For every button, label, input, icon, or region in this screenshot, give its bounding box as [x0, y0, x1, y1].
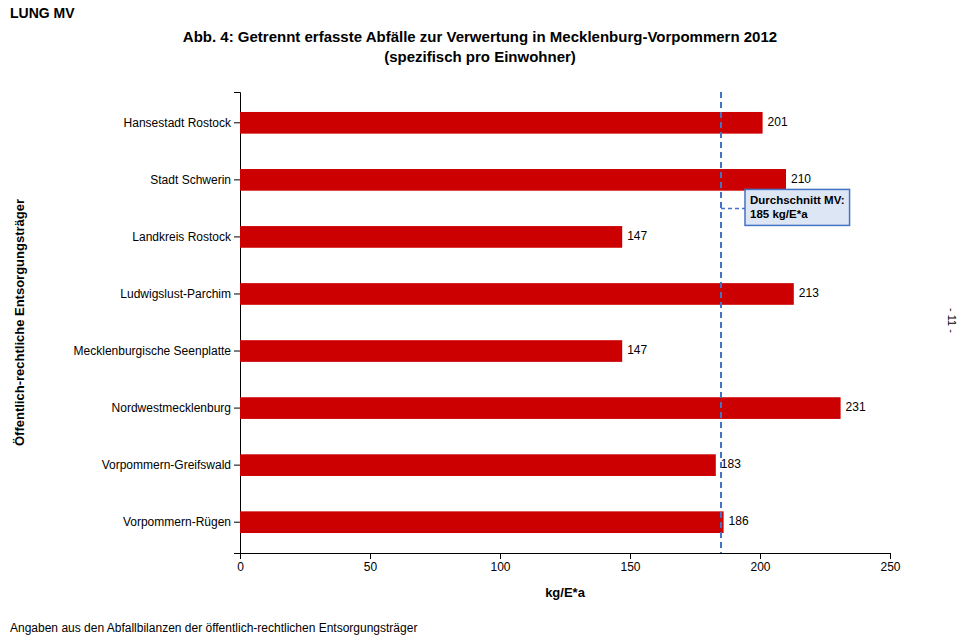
tick-mark — [630, 553, 631, 559]
bar — [240, 397, 841, 419]
tick: 200 — [750, 553, 770, 574]
data-label: 210 — [791, 172, 811, 186]
y-axis: Hansestadt Rostock Stadt Schwerin Landkrei… — [74, 93, 241, 554]
tick: Vorpommern-Rügen — [123, 515, 240, 529]
tick-label: Landkreis Rostock — [132, 230, 232, 244]
tick-mark — [234, 293, 240, 294]
reference-connector — [721, 208, 745, 210]
data-labels: 201 210 147 213 147 231 183 186 — [627, 115, 866, 528]
x-axis: 0 50 100 150 200 250 — [237, 553, 901, 574]
tick: 50 — [364, 553, 378, 574]
reference-label-line: Durchschnitt MV: — [750, 194, 845, 206]
marks — [240, 92, 841, 553]
tick-label: Ludwigslust-Parchim — [120, 287, 231, 301]
tick: 100 — [490, 553, 510, 574]
tick: Landkreis Rostock — [132, 230, 240, 244]
tick-mark — [370, 553, 371, 559]
data-label: 231 — [846, 400, 866, 414]
tick: 150 — [620, 553, 640, 574]
footer: Angaben aus den Abfallbilanzen der öffen… — [10, 621, 417, 635]
chart: LUNG MV Abb. 4: Getrennt erfasste Abfälle… — [0, 0, 960, 641]
tick-mark — [234, 408, 240, 409]
tick-label: Nordwestmecklenburg — [112, 401, 231, 415]
tick: Ludwigslust-Parchim — [120, 287, 240, 301]
tick-mark — [234, 465, 240, 466]
tick: 0 — [237, 553, 244, 574]
tick: Vorpommern-Greifswald — [102, 458, 240, 472]
bar — [240, 169, 786, 191]
tick-mark — [234, 179, 240, 180]
data-label: 186 — [729, 514, 749, 528]
reference-annotation: Durchschnitt MV: 185 kg/E*a — [721, 189, 850, 225]
tick-label: 200 — [750, 560, 770, 574]
tick-mark — [500, 553, 501, 559]
reference-label-line: 185 kg/E*a — [750, 208, 808, 220]
tick: Hansestadt Rostock — [124, 116, 240, 130]
top-label: LUNG MV — [10, 5, 75, 21]
x-axis-title: kg/E*a — [545, 585, 586, 600]
tick: 250 — [880, 553, 900, 574]
data-label: 201 — [768, 115, 788, 129]
bar — [240, 340, 622, 362]
reference-box — [745, 189, 850, 225]
tick-label: Stadt Schwerin — [150, 173, 231, 187]
bar — [240, 112, 763, 134]
y-axis-title: Öffentlich-rechtliche Entsorgungsträger — [12, 199, 27, 446]
axis-line — [234, 93, 241, 554]
tick-label: Vorpommern-Rügen — [123, 515, 231, 529]
tick-mark — [890, 553, 891, 559]
tick: Mecklenburgische Seenplatte — [74, 344, 240, 358]
tick-label: Mecklenburgische Seenplatte — [74, 344, 232, 358]
axis-line — [241, 554, 891, 560]
tick-label: 50 — [364, 560, 378, 574]
reference-line — [720, 92, 722, 553]
tick-label: 0 — [237, 560, 244, 574]
tick-mark — [234, 122, 240, 123]
tick-mark — [234, 351, 240, 352]
bar — [240, 226, 622, 248]
data-label: 147 — [627, 229, 647, 243]
tick-mark — [760, 553, 761, 559]
title: Abb. 4: Getrennt erfasste Abfälle zur Ve… — [183, 28, 777, 45]
tick-label: 100 — [490, 560, 510, 574]
tick: Stadt Schwerin — [150, 173, 240, 187]
plot: 0 50 100 150 200 250 Hansestadt Rostock Stadt S… — [74, 92, 901, 574]
reference-label: Durchschnitt MV: 185 kg/E*a — [750, 194, 845, 220]
data-label: 147 — [627, 343, 647, 357]
bar — [240, 283, 794, 305]
tick-label: Vorpommern-Greifswald — [102, 458, 231, 472]
tick-mark — [234, 236, 240, 237]
bar — [240, 511, 724, 533]
data-label: 213 — [799, 286, 819, 300]
subtitle: (spezifisch pro Einwohner) — [384, 48, 576, 65]
tick-label: 250 — [880, 560, 900, 574]
page-label: - 11 - — [946, 308, 958, 333]
bar — [240, 454, 716, 476]
tick-label: Hansestadt Rostock — [124, 116, 232, 130]
data-label: 183 — [721, 457, 741, 471]
tick-mark — [234, 522, 240, 523]
tick: Nordwestmecklenburg — [112, 401, 240, 415]
reference-box — [745, 189, 850, 225]
tick-label: 150 — [620, 560, 640, 574]
